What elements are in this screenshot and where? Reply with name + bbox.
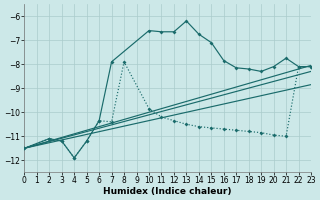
- X-axis label: Humidex (Indice chaleur): Humidex (Indice chaleur): [103, 187, 232, 196]
